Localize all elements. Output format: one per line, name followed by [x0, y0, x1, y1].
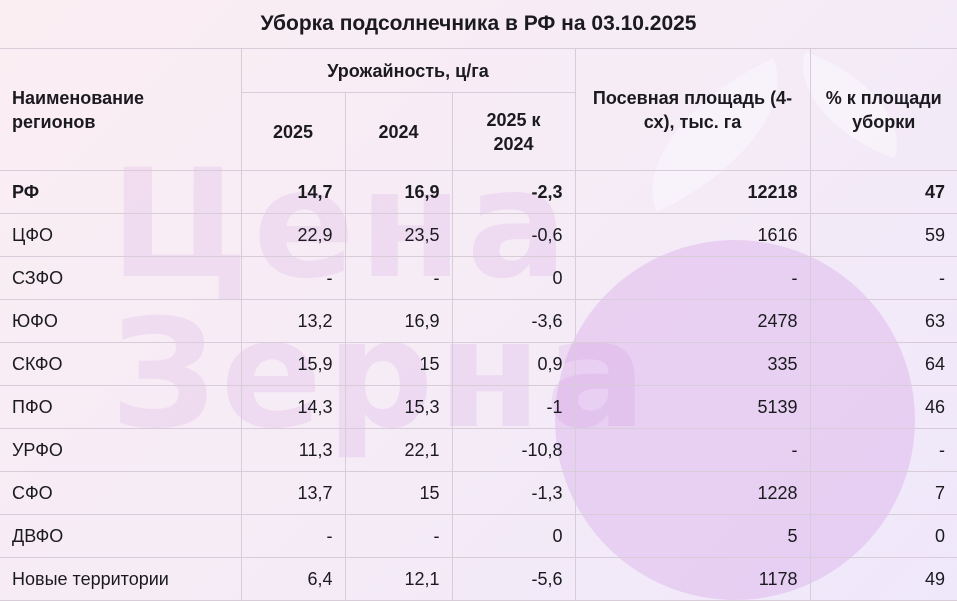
cell-diff: -1 — [451, 385, 576, 429]
cell-region: РФ — [0, 170, 242, 214]
cell-yield-2024: 12,1 — [344, 557, 453, 601]
cell-region: ПФО — [0, 385, 242, 429]
cell-area: 335 — [574, 342, 811, 386]
cell-yield-2025: - — [240, 256, 346, 300]
cell-area: 12218 — [574, 170, 811, 214]
cell-diff: 0,9 — [451, 342, 576, 386]
cell-area: 1616 — [574, 213, 811, 257]
cell-region: СФО — [0, 471, 242, 515]
cell-region: ЦФО — [0, 213, 242, 257]
cell-yield-2025: 13,7 — [240, 471, 346, 515]
table-row: ЮФО 13,2 16,9 -3,6 2478 63 — [0, 299, 957, 343]
header-percent: % к площади уборки — [809, 49, 957, 171]
cell-percent: 49 — [809, 557, 957, 601]
cell-area: 2478 — [574, 299, 811, 343]
cell-yield-2025: - — [240, 514, 346, 558]
cell-area: 1228 — [574, 471, 811, 515]
table-row: ЦФО 22,9 23,5 -0,6 1616 59 — [0, 213, 957, 257]
header-diff: 2025 к 2024 — [451, 92, 575, 171]
cell-yield-2025: 15,9 — [240, 342, 346, 386]
cell-percent: 63 — [809, 299, 957, 343]
cell-yield-2024: - — [344, 514, 453, 558]
cell-percent: - — [809, 428, 957, 472]
cell-region: ДВФО — [0, 514, 242, 558]
header-region: Наименование регионов — [0, 49, 242, 171]
cell-percent: 46 — [809, 385, 957, 429]
cell-diff: -2,3 — [451, 170, 576, 214]
cell-region: Новые территории — [0, 557, 242, 601]
cell-percent: 7 — [809, 471, 957, 515]
cell-area: - — [574, 428, 811, 472]
header-2024: 2024 — [344, 92, 453, 171]
cell-region: СЗФО — [0, 256, 242, 300]
cell-yield-2025: 14,3 — [240, 385, 346, 429]
cell-diff: -3,6 — [451, 299, 576, 343]
cell-yield-2024: 15 — [344, 342, 453, 386]
table-row: СЗФО - - 0 - - — [0, 256, 957, 300]
cell-diff: 0 — [451, 514, 576, 558]
header-yield-group: Урожайность, ц/га — [240, 49, 576, 93]
cell-percent: - — [809, 256, 957, 300]
cell-area: 5 — [574, 514, 811, 558]
cell-percent: 59 — [809, 213, 957, 257]
harvest-table: Наименование регионов Урожайность, ц/га … — [0, 49, 957, 601]
table-row: РФ 14,7 16,9 -2,3 12218 47 — [0, 170, 957, 214]
table-title: Уборка подсолнечника в РФ на 03.10.2025 — [0, 0, 957, 49]
table-row: ДВФО - - 0 5 0 — [0, 514, 957, 558]
cell-diff: 0 — [451, 256, 576, 300]
cell-area: - — [574, 256, 811, 300]
cell-yield-2024: - — [344, 256, 453, 300]
cell-area: 1178 — [574, 557, 811, 601]
cell-percent: 0 — [809, 514, 957, 558]
cell-yield-2025: 6,4 — [240, 557, 346, 601]
header-row-bottom: 2025 2024 2025 к 2024 — [0, 92, 957, 171]
cell-yield-2024: 22,1 — [344, 428, 453, 472]
cell-yield-2025: 13,2 — [240, 299, 346, 343]
cell-yield-2024: 15 — [344, 471, 453, 515]
table-row: СФО 13,7 15 -1,3 1228 7 — [0, 471, 957, 515]
cell-area: 5139 — [574, 385, 811, 429]
cell-percent: 47 — [809, 170, 957, 214]
table-row: УРФО 11,3 22,1 -10,8 - - — [0, 428, 957, 472]
cell-diff: -5,6 — [451, 557, 576, 601]
cell-yield-2024: 16,9 — [344, 170, 453, 214]
cell-yield-2025: 22,9 — [240, 213, 346, 257]
table-row: СКФО 15,9 15 0,9 335 64 — [0, 342, 957, 386]
cell-region: СКФО — [0, 342, 242, 386]
cell-diff: -10,8 — [451, 428, 576, 472]
cell-region: ЮФО — [0, 299, 242, 343]
cell-percent: 64 — [809, 342, 957, 386]
table-row: Новые территории 6,4 12,1 -5,6 1178 49 — [0, 557, 957, 601]
cell-region: УРФО — [0, 428, 242, 472]
header-2025: 2025 — [241, 92, 346, 171]
cell-yield-2024: 23,5 — [344, 213, 453, 257]
header-row-top: Наименование регионов Урожайность, ц/га … — [0, 49, 957, 171]
cell-yield-2024: 16,9 — [344, 299, 453, 343]
cell-diff: -0,6 — [451, 213, 576, 257]
cell-yield-2025: 14,7 — [240, 170, 346, 214]
table-row: ПФО 14,3 15,3 -1 5139 46 — [0, 385, 957, 429]
cell-yield-2024: 15,3 — [344, 385, 453, 429]
cell-diff: -1,3 — [451, 471, 576, 515]
cell-yield-2025: 11,3 — [240, 428, 346, 472]
header-area: Посевная площадь (4-сх), тыс. га — [574, 49, 811, 171]
